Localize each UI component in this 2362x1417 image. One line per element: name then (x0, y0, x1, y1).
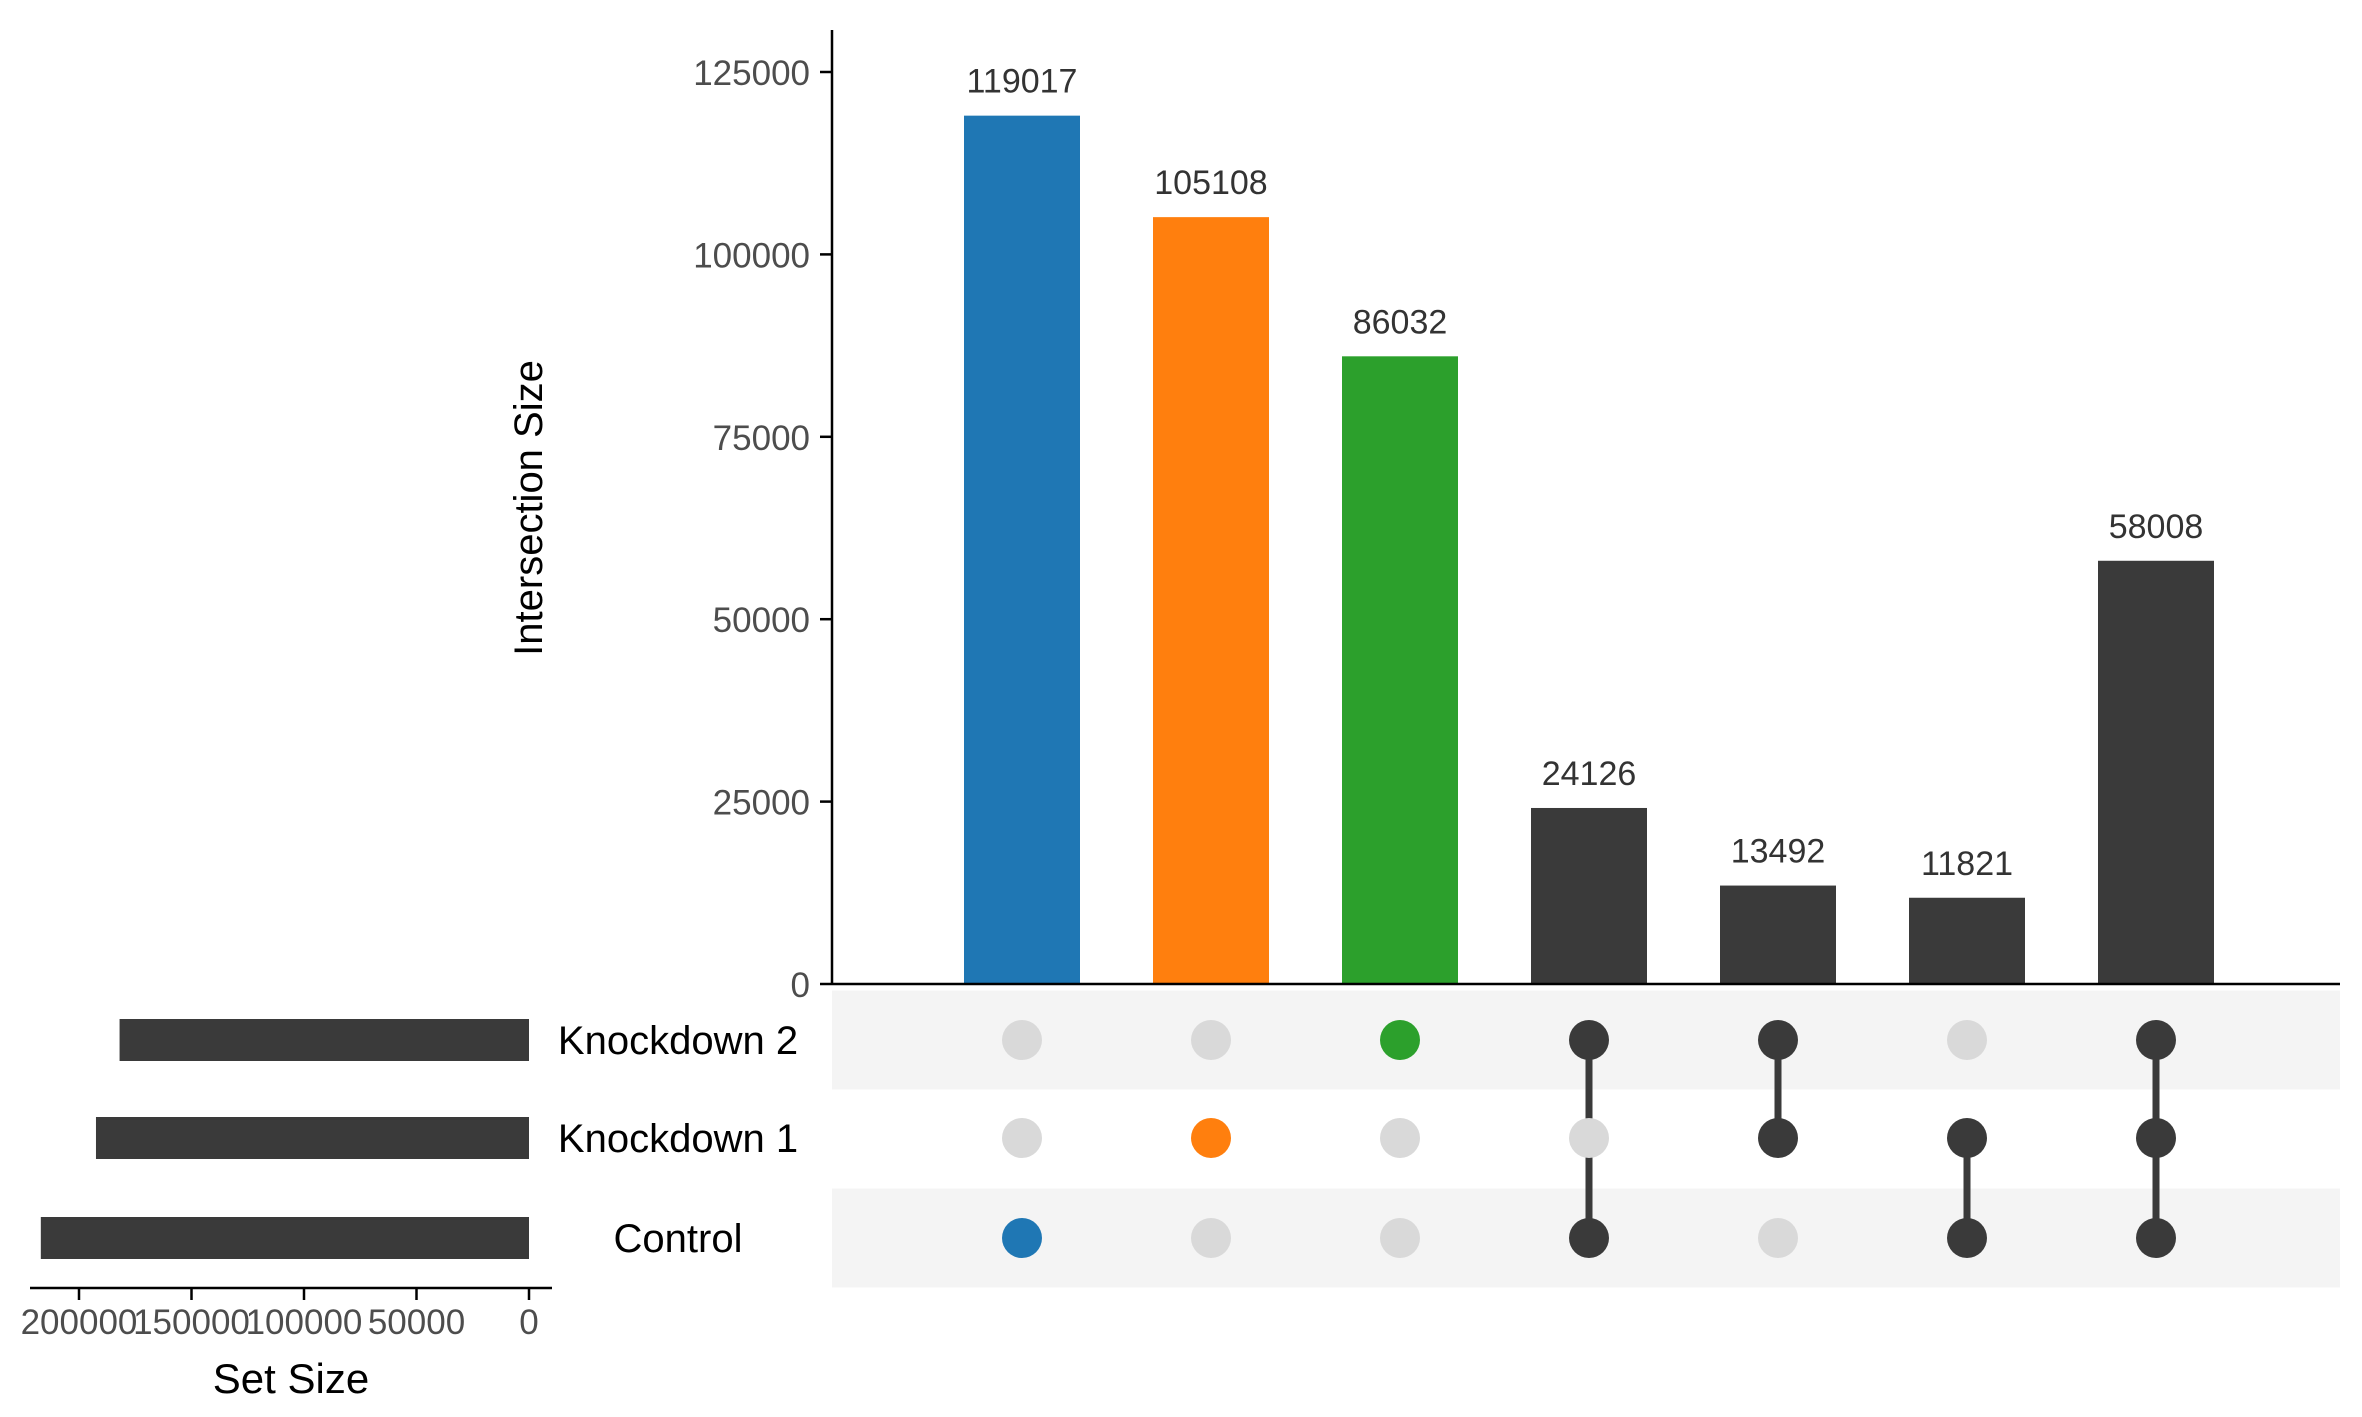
set-label-knockdown-2: Knockdown 2 (558, 1019, 798, 1063)
intersection-size-axis: 0 25000 50000 75000 100000 125000 (693, 30, 2340, 1005)
matrix-dot-active (1758, 1020, 1798, 1060)
matrix-dot-active (1380, 1020, 1420, 1060)
matrix-dot-inactive (1002, 1020, 1042, 1060)
matrix-dot-active (1947, 1218, 1987, 1258)
intersection-value-label: 13492 (1731, 833, 1826, 871)
matrix-dot-inactive (1191, 1218, 1231, 1258)
matrix-dot-active (1758, 1118, 1798, 1158)
intersection-value-label: 105108 (1154, 164, 1267, 202)
intersection-bar (1153, 217, 1269, 985)
set-tick-label: 200000 (21, 1303, 138, 1342)
intersection-bar (964, 115, 1080, 984)
set-size-bar (119, 1019, 529, 1061)
set-label-control: Control (614, 1217, 743, 1261)
set-size-bars (40, 1019, 530, 1259)
intersection-bar (1909, 897, 2025, 984)
intersection-value-label: 119017 (967, 63, 1078, 101)
matrix-dot-inactive (1380, 1118, 1420, 1158)
y-tick-label: 0 (791, 966, 810, 1005)
set-size-bar (40, 1217, 530, 1259)
set-label-knockdown-1: Knockdown 1 (558, 1117, 798, 1161)
set-size-axis-title: Set Size (213, 1355, 369, 1402)
y-tick-label: 50000 (713, 601, 810, 640)
intersection-value-label: 24126 (1542, 755, 1637, 793)
matrix-dot-active (1947, 1118, 1987, 1158)
matrix-dot-inactive (1758, 1218, 1798, 1258)
intersection-bar (1342, 356, 1458, 984)
matrix-dot-active (2136, 1020, 2176, 1060)
set-tick-label: 150000 (133, 1303, 250, 1342)
intersection-bar (2098, 560, 2214, 984)
matrix-dot-active (1569, 1020, 1609, 1060)
matrix-dot-active (1569, 1218, 1609, 1258)
set-size-bar (95, 1117, 529, 1159)
set-tick-label: 0 (519, 1303, 538, 1342)
set-name-labels: Knockdown 2 Knockdown 1 Control (558, 1019, 798, 1261)
intersection-value-label: 11821 (1921, 845, 2013, 883)
intersection-bars (964, 115, 2214, 985)
intersection-bar (1720, 885, 1836, 984)
intersection-value-label: 86032 (1353, 303, 1448, 341)
set-tick-label: 50000 (368, 1303, 465, 1342)
matrix-dot-inactive (1002, 1118, 1042, 1158)
intersection-bar-labels: 119017 105108 86032 24126 13492 11821 58008 (967, 63, 2204, 883)
intersection-bar (1531, 807, 1647, 984)
y-tick-label: 25000 (713, 784, 810, 823)
y-tick-label: 125000 (693, 54, 810, 93)
matrix-dot-inactive (1947, 1020, 1987, 1060)
y-axis-title: Intersection Size (507, 360, 551, 656)
y-tick-label: 100000 (693, 236, 810, 275)
matrix-dot-inactive (1380, 1218, 1420, 1258)
matrix-dot-active (2136, 1118, 2176, 1158)
matrix-dot-active (1002, 1218, 1042, 1258)
matrix-dot-active (2136, 1218, 2176, 1258)
intersection-value-label: 58008 (2109, 508, 2204, 546)
matrix-dot-inactive (1191, 1020, 1231, 1060)
set-tick-label: 100000 (246, 1303, 363, 1342)
matrix-dot-inactive (1569, 1118, 1609, 1158)
y-tick-label: 75000 (713, 419, 810, 458)
intersection-matrix (1002, 1020, 2176, 1258)
matrix-dot-active (1191, 1118, 1231, 1158)
